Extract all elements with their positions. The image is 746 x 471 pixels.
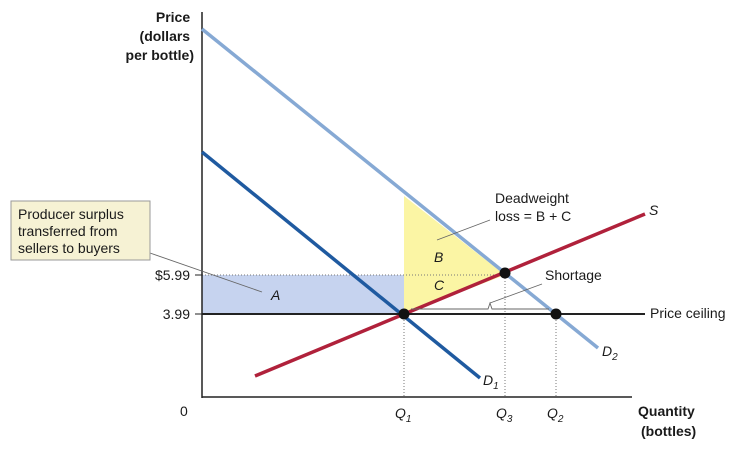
price-ceiling-label: Price ceiling	[650, 305, 725, 321]
producer-surplus-leader	[149, 252, 263, 293]
s-label: S	[649, 202, 659, 218]
price-label-599: $5.99	[155, 267, 190, 283]
point-q2-demand	[550, 308, 562, 320]
origin-label: 0	[180, 403, 188, 419]
demand-curve-d1	[200, 150, 482, 380]
d2-label: D2	[602, 343, 618, 363]
point-q1-ceiling	[398, 308, 410, 320]
area-a-producer-surplus-transferred	[202, 275, 404, 314]
shortage-leader	[489, 283, 543, 304]
q3-label: Q3	[496, 405, 513, 425]
q2-label: Q2	[547, 405, 564, 425]
d1-label: D1	[483, 372, 499, 392]
point-q3-supply	[499, 267, 511, 279]
deadweight-loss-callout: Deadweight loss = B + C	[495, 190, 573, 224]
q1-label: Q1	[395, 405, 411, 425]
supply-curve-s	[254, 212, 646, 378]
area-a-label: A	[270, 287, 280, 303]
price-label-399: 3.99	[163, 306, 190, 322]
x-axis-title: Quantity (bottles)	[638, 403, 699, 439]
producer-surplus-callout: Producer surplus transferred from seller…	[18, 206, 128, 256]
deadweight-leader	[436, 219, 491, 241]
producer-surplus-callout-box	[10, 200, 151, 261]
demand-curve-d2	[200, 27, 600, 350]
shortage-label: Shortage	[545, 267, 602, 283]
area-c-label: C	[434, 277, 445, 293]
y-axis-title: Price (dollars per bottle)	[126, 9, 194, 63]
area-b-label: B	[434, 249, 443, 265]
area-b-deadweight-upper	[404, 196, 505, 275]
